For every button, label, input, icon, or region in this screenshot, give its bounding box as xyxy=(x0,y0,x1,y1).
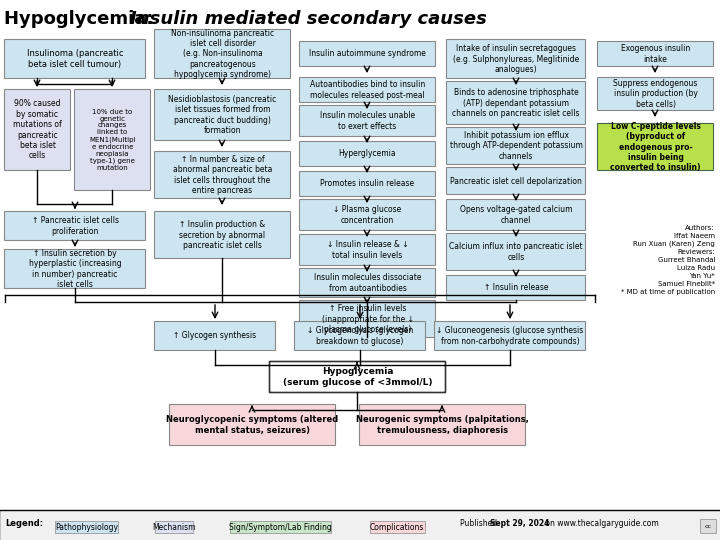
FancyBboxPatch shape xyxy=(446,39,585,78)
Text: Promotes insulin release: Promotes insulin release xyxy=(320,179,415,188)
Text: Sept 29, 2024: Sept 29, 2024 xyxy=(490,519,549,529)
Text: ↑ Insulin release: ↑ Insulin release xyxy=(484,284,548,293)
Text: Exogenous insulin
intake: Exogenous insulin intake xyxy=(621,44,690,64)
Text: Insulin mediated secondary causes: Insulin mediated secondary causes xyxy=(130,10,487,28)
FancyBboxPatch shape xyxy=(300,199,436,231)
Text: ↓ Plasma glucose
concentration: ↓ Plasma glucose concentration xyxy=(333,205,402,225)
FancyBboxPatch shape xyxy=(4,39,145,78)
FancyBboxPatch shape xyxy=(4,212,145,240)
Text: Inhibit potassium ion efflux
through ATP-dependent potassium
channels: Inhibit potassium ion efflux through ATP… xyxy=(449,131,582,161)
Text: Insulin molecules dissociate
from autoantibodies: Insulin molecules dissociate from autoan… xyxy=(314,273,421,293)
FancyBboxPatch shape xyxy=(446,82,585,125)
Text: ↓ Glycogenolysis (glycogen
breakdown to glucose): ↓ Glycogenolysis (glycogen breakdown to … xyxy=(307,326,413,346)
FancyBboxPatch shape xyxy=(446,275,585,300)
FancyBboxPatch shape xyxy=(300,42,436,66)
Text: ↑ Free insulin levels
(inappropriate for the ↓
plasma glucose levels): ↑ Free insulin levels (inappropriate for… xyxy=(322,304,413,334)
Text: Legend:: Legend: xyxy=(5,519,43,529)
Text: Binds to adenosine triphosphate
(ATP) dependant potassium
channels on pancreatic: Binds to adenosine triphosphate (ATP) de… xyxy=(452,88,580,118)
FancyBboxPatch shape xyxy=(359,404,526,445)
Text: Suppress endogenous
insulin production (by
beta cells): Suppress endogenous insulin production (… xyxy=(613,79,698,109)
FancyBboxPatch shape xyxy=(446,233,585,271)
Text: Intake of insulin secretagogues
(e.g. Sulphonylureas, Meglitinide
analogues): Intake of insulin secretagogues (e.g. Su… xyxy=(453,44,579,74)
FancyBboxPatch shape xyxy=(155,90,290,140)
Text: Nesidioblastosis (pancreatic
islet tissues formed from
pancreatic duct budding)
: Nesidioblastosis (pancreatic islet tissu… xyxy=(168,95,276,135)
FancyBboxPatch shape xyxy=(294,321,426,350)
Text: ↑ In number & size of
abnormal pancreatic beta
islet cells throughout the
entire: ↑ In number & size of abnormal pancreati… xyxy=(173,155,272,195)
Text: 90% caused
by somatic
mutations of
pancreatic
beta islet
cells: 90% caused by somatic mutations of pancr… xyxy=(13,99,62,160)
Text: Autoantibodies bind to insulin
molecules released post-meal: Autoantibodies bind to insulin molecules… xyxy=(310,80,425,100)
Text: Pancreatic islet cell depolarization: Pancreatic islet cell depolarization xyxy=(450,177,582,186)
FancyBboxPatch shape xyxy=(598,124,714,171)
Text: Sign/Symptom/Lab Finding: Sign/Symptom/Lab Finding xyxy=(229,523,332,531)
Text: Hyperglycemia: Hyperglycemia xyxy=(338,150,396,159)
Text: Hypoglycemia
(serum glucose of <3mmol/L): Hypoglycemia (serum glucose of <3mmol/L) xyxy=(283,367,432,387)
Text: Opens voltage-gated calcium
channel: Opens voltage-gated calcium channel xyxy=(460,205,572,225)
Bar xyxy=(700,519,716,533)
Text: ↑ Glycogen synthesis: ↑ Glycogen synthesis xyxy=(174,332,256,341)
FancyBboxPatch shape xyxy=(446,127,585,165)
Text: 10% due to
genetic
changes
linked to
MEN1(Multipl
e endocrine
neoplasia
type-1) : 10% due to genetic changes linked to MEN… xyxy=(89,109,136,172)
Text: Insulinoma (pancreatic
beta islet cell tumour): Insulinoma (pancreatic beta islet cell t… xyxy=(27,49,123,69)
FancyBboxPatch shape xyxy=(300,172,436,197)
FancyBboxPatch shape xyxy=(300,141,436,166)
Text: Published: Published xyxy=(460,519,500,529)
Text: Non-insulinoma pancreatic
islet cell disorder
(e.g. Non-insulinoma
pancreatogeno: Non-insulinoma pancreatic islet cell dis… xyxy=(171,29,274,79)
Text: Low C-peptide levels
(byproduct of
endogenous pro-
insulin being
converted to in: Low C-peptide levels (byproduct of endog… xyxy=(611,122,701,172)
FancyBboxPatch shape xyxy=(434,321,585,350)
Text: ↓ Insulin release & ↓
total insulin levels: ↓ Insulin release & ↓ total insulin leve… xyxy=(327,240,408,260)
Text: Pathophysiology: Pathophysiology xyxy=(55,523,118,531)
FancyBboxPatch shape xyxy=(300,234,436,266)
FancyBboxPatch shape xyxy=(155,321,276,350)
Bar xyxy=(55,521,118,533)
Text: ↓ Gluconeogenesis (glucose synthesis
from non-carbohydrate compounds): ↓ Gluconeogenesis (glucose synthesis fro… xyxy=(436,326,584,346)
Text: Neuroglycopenic symptoms (altered
mental status, seizures): Neuroglycopenic symptoms (altered mental… xyxy=(166,415,338,435)
Text: Authors:
Iffat Naeem
Run Xuan (Karen) Zeng
Reviewers:
Gurreet Bhandal
Luiza Radu: Authors: Iffat Naeem Run Xuan (Karen) Ze… xyxy=(621,225,715,295)
Bar xyxy=(155,521,193,533)
FancyBboxPatch shape xyxy=(446,167,585,194)
FancyBboxPatch shape xyxy=(598,78,714,111)
Bar xyxy=(0,510,720,540)
Bar xyxy=(370,521,425,533)
Text: ↑ Insulin secretion by
hyperplastic (increasing
in number) pancreatic
islet cell: ↑ Insulin secretion by hyperplastic (inc… xyxy=(29,249,121,289)
FancyBboxPatch shape xyxy=(155,30,290,78)
Text: Neurogenic symptoms (palpitations,
tremulousness, diaphoresis: Neurogenic symptoms (palpitations, tremu… xyxy=(356,415,529,435)
FancyBboxPatch shape xyxy=(446,199,585,231)
FancyBboxPatch shape xyxy=(155,212,290,259)
Text: Hypoglycemia:: Hypoglycemia: xyxy=(4,10,160,28)
Text: Mechanism: Mechanism xyxy=(152,523,196,531)
FancyBboxPatch shape xyxy=(300,268,436,298)
Text: ↑ Insulin production &
secretion by abnormal
pancreatic islet cells: ↑ Insulin production & secretion by abno… xyxy=(179,220,266,250)
Text: ↑ Pancreatic islet cells
proliferation: ↑ Pancreatic islet cells proliferation xyxy=(32,217,119,235)
Text: Complications: Complications xyxy=(370,523,425,531)
FancyBboxPatch shape xyxy=(300,78,436,103)
Text: Insulin autoimmune syndrome: Insulin autoimmune syndrome xyxy=(309,50,426,58)
FancyBboxPatch shape xyxy=(4,249,145,288)
Text: Insulin molecules unable
to exert effects: Insulin molecules unable to exert effect… xyxy=(320,111,415,131)
FancyBboxPatch shape xyxy=(300,105,436,137)
Bar xyxy=(230,521,330,533)
Text: Calcium influx into pancreatic islet
cells: Calcium influx into pancreatic islet cel… xyxy=(449,242,582,262)
FancyBboxPatch shape xyxy=(169,404,336,445)
FancyBboxPatch shape xyxy=(598,42,714,66)
FancyBboxPatch shape xyxy=(74,90,150,191)
FancyBboxPatch shape xyxy=(4,90,71,171)
FancyBboxPatch shape xyxy=(269,361,446,393)
FancyBboxPatch shape xyxy=(300,300,436,338)
Text: on www.thecalgaryguide.com: on www.thecalgaryguide.com xyxy=(543,519,659,529)
Text: cc: cc xyxy=(704,523,711,529)
FancyBboxPatch shape xyxy=(155,152,290,199)
